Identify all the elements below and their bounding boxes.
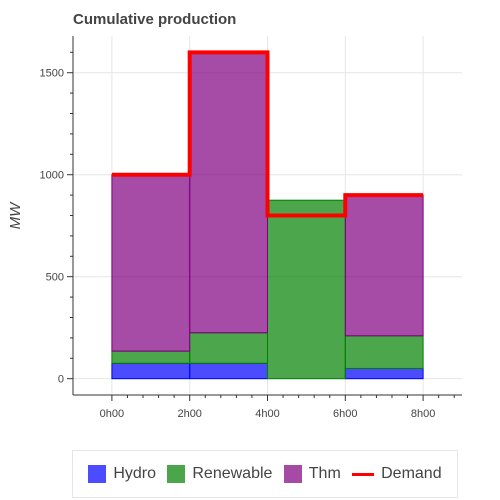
bar-renewable-3: [344, 335, 424, 369]
x-tick-label-2: 4h00: [255, 408, 279, 420]
legend-label-renewable: Renewable: [192, 465, 273, 482]
x-tick-label-3: 6h00: [333, 408, 357, 420]
demand-line: [111, 50, 424, 218]
chart-canvas: 0 500 1000 1500 0h00 2h00 4h00 6h00 8h00 MW: [7, 36, 462, 420]
y-tick-label-3: 1500: [40, 68, 64, 80]
y-tick-label-1: 500: [46, 272, 64, 284]
legend-label-demand: Demand: [381, 465, 442, 482]
demand-line-layer: [111, 50, 424, 218]
legend-swatch-thm: [283, 465, 302, 483]
legend-item-demand: Demand: [352, 465, 442, 483]
bar-renewable-0: [111, 350, 191, 364]
x-tick-label-0: 0h00: [100, 408, 124, 420]
bar-hydro-1: [189, 362, 268, 380]
bar-thm-0: [111, 174, 191, 352]
axis-layer: 0 500 1000 1500 0h00 2h00 4h00 6h00 8h00: [40, 36, 462, 420]
legend-item-hydro: Hydro: [88, 465, 156, 483]
legend-label-hydro: Hydro: [113, 465, 157, 482]
bar-layer: [111, 51, 424, 380]
chart-title: Cumulative production: [73, 11, 237, 28]
bar-renewable-1: [189, 332, 268, 364]
bar-thm-1: [189, 51, 268, 334]
bar-thm-3: [344, 194, 424, 337]
x-tick-label-4: 8h00: [411, 408, 435, 420]
x-tick-label-1: 2h00: [177, 408, 201, 420]
y-tick-label-0: 0: [58, 374, 64, 386]
legend-swatch-renewable: [167, 465, 186, 483]
legend-item-thm: Thm: [283, 465, 341, 483]
legend: Hydro Renewable Thm Demand: [72, 450, 458, 498]
legend-swatch-hydro: [88, 465, 107, 483]
legend-swatch-demand: [352, 472, 375, 476]
bar-renewable-2: [267, 199, 346, 380]
bar-hydro-3: [344, 367, 424, 380]
legend-item-renewable: Renewable: [167, 465, 272, 483]
bar-hydro-0: [111, 362, 191, 380]
legend-label-thm: Thm: [308, 465, 341, 482]
y-axis-label: MW: [7, 201, 24, 229]
y-tick-label-2: 1000: [40, 170, 64, 182]
